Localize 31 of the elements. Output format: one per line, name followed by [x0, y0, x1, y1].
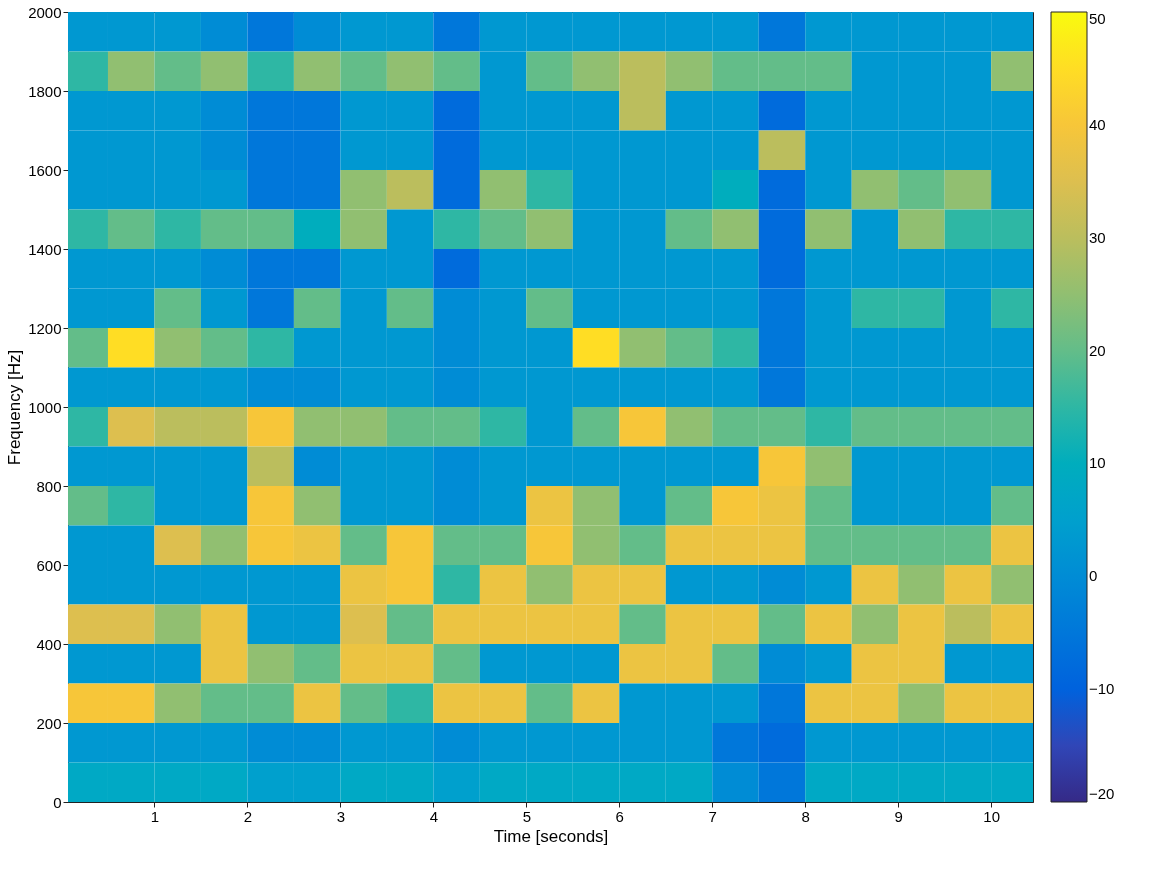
- color-bar-label: 20: [1089, 341, 1106, 359]
- y-tick-label: 1800: [28, 82, 62, 100]
- x-tick-label: 1: [150, 807, 160, 825]
- x-tick-label: 5: [522, 807, 531, 825]
- x-tick-label: 3: [336, 807, 346, 825]
- color-bar-label: −20: [1089, 785, 1115, 802]
- y-tick-label: 1000: [28, 398, 62, 416]
- x-tick-label: 4: [429, 807, 439, 825]
- x-tick-label: 6: [615, 807, 624, 825]
- x-axis-title: Time [seconds]: [493, 826, 609, 846]
- color-bar-label: 10: [1089, 454, 1106, 472]
- y-tick-label: 1200: [28, 319, 62, 337]
- y-tick-label: 200: [36, 714, 62, 732]
- color-bar-label: 0: [1089, 567, 1098, 585]
- y-tick-label: 800: [36, 477, 62, 495]
- y-tick-label: 1600: [28, 161, 62, 179]
- y-axis-title: Frequency [Hz]: [5, 349, 25, 466]
- x-tick-label: 9: [894, 807, 903, 825]
- color-bar-label: 40: [1089, 115, 1106, 133]
- y-tick-label: 600: [36, 556, 62, 574]
- y-tick-label: 400: [36, 635, 62, 653]
- x-tick-label: 10: [983, 807, 1001, 825]
- color-bar-label: −10: [1089, 680, 1115, 698]
- y-tick-label: 1400: [28, 240, 62, 258]
- y-tick-label: 0: [53, 793, 62, 811]
- x-tick-label: 2: [243, 807, 253, 825]
- color-bar-label: 50: [1089, 10, 1106, 27]
- color-bar-label: 30: [1089, 228, 1106, 246]
- x-tick-label: 7: [708, 807, 717, 825]
- x-tick-label: 8: [801, 807, 810, 825]
- y-tick-label: 2000: [28, 3, 62, 21]
